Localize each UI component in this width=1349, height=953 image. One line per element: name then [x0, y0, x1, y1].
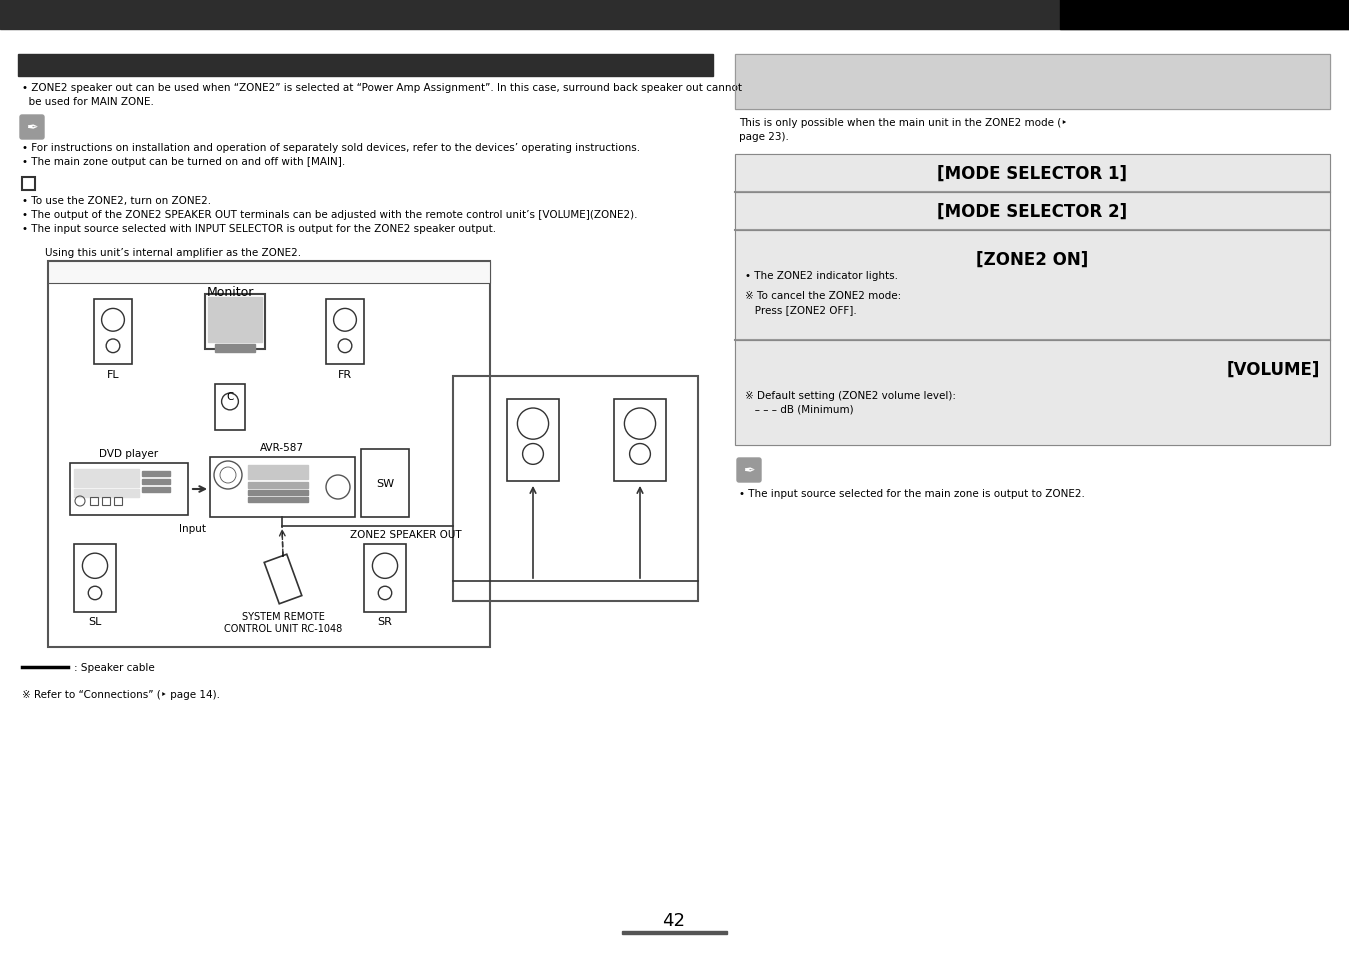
Bar — [70, 463, 188, 516]
Bar — [735, 154, 1330, 193]
Text: • The output of the ZONE2 SPEAKER OUT terminals can be adjusted with the remote : • The output of the ZONE2 SPEAKER OUT te… — [22, 210, 638, 220]
Text: • ZONE2 speaker out can be used when “ZONE2” is selected at “Power Amp Assignmen: • ZONE2 speaker out can be used when “ZO… — [22, 83, 742, 92]
Bar — [22, 178, 35, 191]
Bar — [18, 55, 714, 77]
Bar — [214, 345, 255, 353]
Bar — [208, 297, 262, 343]
Bar — [364, 544, 406, 613]
Text: • For instructions on installation and operation of separately sold devices, ref: • For instructions on installation and o… — [22, 143, 641, 152]
Text: : Speaker cable: : Speaker cable — [74, 662, 155, 672]
Bar — [735, 340, 1330, 446]
Text: SYSTEM REMOTE: SYSTEM REMOTE — [241, 612, 325, 621]
Text: Input: Input — [178, 523, 205, 534]
Bar — [103, 497, 111, 505]
Text: ※ To cancel the ZONE2 mode:: ※ To cancel the ZONE2 mode: — [745, 291, 901, 301]
Text: [MODE SELECTOR 2]: [MODE SELECTOR 2] — [938, 203, 1126, 221]
Text: • To use the ZONE2, turn on ZONE2.: • To use the ZONE2, turn on ZONE2. — [22, 195, 212, 206]
Text: [ZONE2 ON]: [ZONE2 ON] — [975, 251, 1089, 269]
Text: ※ Refer to “Connections” (‣ page 14).: ※ Refer to “Connections” (‣ page 14). — [22, 689, 220, 700]
Text: • The input source selected with INPUT SELECTOR is output for the ZONE2 speaker : • The input source selected with INPUT S… — [22, 224, 496, 233]
Text: Using this unit’s internal amplifier as the ZONE2.: Using this unit’s internal amplifier as … — [45, 248, 301, 257]
Text: SR: SR — [378, 617, 393, 626]
Bar — [735, 55, 1330, 110]
Bar — [0, 0, 1349, 30]
Bar — [90, 497, 98, 505]
Text: • The input source selected for the main zone is output to ZONE2.: • The input source selected for the main… — [739, 489, 1085, 498]
Text: ✒: ✒ — [743, 463, 755, 477]
Text: This is only possible when the main unit in the ZONE2 mode (‣: This is only possible when the main unit… — [739, 118, 1067, 128]
Text: 42: 42 — [662, 911, 685, 929]
Bar — [362, 450, 409, 517]
Bar — [735, 231, 1330, 340]
Bar — [614, 399, 666, 481]
Bar — [248, 482, 308, 489]
Text: ZONE2 SPEAKER OUT: ZONE2 SPEAKER OUT — [349, 530, 461, 539]
Bar — [74, 470, 139, 488]
Bar — [1060, 0, 1349, 30]
Text: Press [ZONE2 OFF].: Press [ZONE2 OFF]. — [745, 305, 857, 314]
Text: ✒: ✒ — [26, 121, 38, 135]
Bar — [214, 385, 246, 431]
Text: ※ Default setting (ZONE2 volume level):: ※ Default setting (ZONE2 volume level): — [745, 391, 956, 400]
Bar — [453, 376, 697, 601]
Bar — [210, 457, 355, 517]
Bar — [735, 193, 1330, 231]
Bar — [622, 931, 727, 934]
Text: • The ZONE2 indicator lights.: • The ZONE2 indicator lights. — [745, 271, 898, 281]
Text: SL: SL — [88, 617, 101, 626]
Text: Monitor: Monitor — [206, 286, 254, 298]
Text: • The main zone output can be turned on and off with [MAIN].: • The main zone output can be turned on … — [22, 157, 345, 167]
Bar — [735, 340, 1330, 446]
Bar — [49, 262, 490, 647]
Text: – – – dB (Minimum): – – – dB (Minimum) — [745, 405, 854, 415]
Text: FL: FL — [107, 370, 119, 379]
Text: C: C — [227, 392, 233, 401]
Bar — [248, 497, 308, 502]
Bar — [735, 55, 1330, 110]
Bar — [735, 231, 1330, 340]
Bar — [142, 479, 170, 484]
Bar — [115, 497, 121, 505]
Text: [VOLUME]: [VOLUME] — [1226, 360, 1321, 378]
Text: CONTROL UNIT RC-1048: CONTROL UNIT RC-1048 — [224, 623, 343, 634]
Text: be used for MAIN ZONE.: be used for MAIN ZONE. — [22, 97, 154, 107]
Text: AVR-587: AVR-587 — [260, 442, 304, 453]
Bar — [94, 299, 132, 365]
Text: SW: SW — [376, 478, 394, 489]
Bar — [74, 490, 139, 497]
Bar — [49, 262, 490, 284]
Bar — [142, 472, 170, 476]
Bar — [735, 154, 1330, 193]
Bar — [248, 491, 308, 496]
FancyBboxPatch shape — [20, 116, 45, 140]
Text: [MODE SELECTOR 1]: [MODE SELECTOR 1] — [938, 165, 1126, 183]
Text: page 23).: page 23). — [739, 132, 789, 142]
Bar — [74, 544, 116, 613]
FancyBboxPatch shape — [737, 458, 761, 482]
Bar — [205, 294, 264, 350]
Bar — [248, 465, 308, 479]
Bar — [735, 193, 1330, 231]
Bar — [142, 488, 170, 493]
Text: DVD player: DVD player — [100, 449, 159, 458]
Text: FR: FR — [339, 370, 352, 379]
Bar — [326, 299, 364, 365]
Bar — [507, 399, 558, 481]
